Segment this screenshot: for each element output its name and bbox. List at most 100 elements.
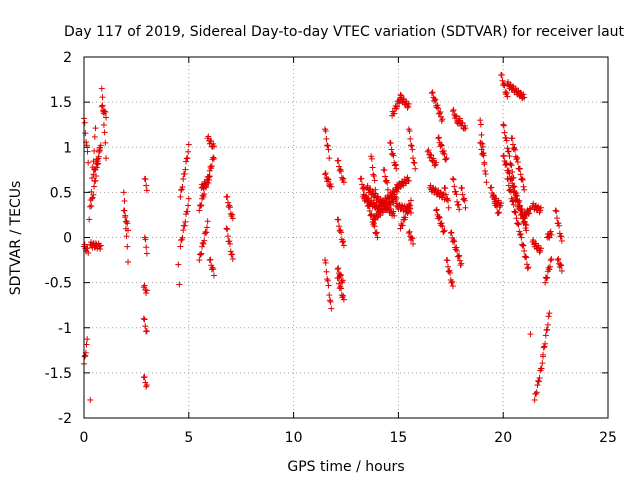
- data-point: [510, 189, 517, 196]
- data-point: [510, 146, 517, 153]
- grid: [84, 57, 608, 418]
- data-point: [505, 182, 512, 189]
- data-point: [456, 257, 463, 264]
- data-point: [142, 176, 149, 183]
- data-point: [180, 227, 187, 234]
- data-point: [521, 219, 528, 226]
- data-point: [143, 382, 150, 389]
- data-point: [141, 373, 148, 380]
- data-point: [436, 110, 443, 117]
- data-point: [451, 238, 458, 245]
- data-point: [555, 220, 562, 227]
- data-point: [449, 175, 456, 182]
- data-point: [198, 250, 205, 257]
- data-point: [85, 249, 92, 256]
- data-point: [408, 142, 415, 149]
- data-point: [514, 220, 521, 227]
- data-point: [224, 193, 231, 200]
- data-point: [517, 171, 524, 178]
- data-point: [322, 171, 329, 178]
- data-point: [324, 142, 331, 149]
- data-point: [390, 152, 397, 159]
- data-point: [432, 96, 439, 103]
- data-point: [537, 204, 544, 211]
- data-point: [516, 203, 523, 210]
- data-point: [121, 197, 128, 204]
- data-point: [184, 155, 191, 162]
- data-point: [504, 93, 511, 100]
- data-point: [210, 143, 217, 150]
- data-point: [451, 183, 458, 190]
- data-point: [521, 94, 528, 101]
- data-point: [437, 190, 444, 197]
- data-point: [510, 201, 517, 208]
- data-point: [338, 168, 345, 175]
- data-point: [438, 220, 445, 227]
- data-point: [229, 215, 236, 222]
- data-point: [506, 187, 513, 194]
- data-point: [556, 222, 563, 229]
- data-point: [340, 179, 347, 186]
- data-point: [183, 211, 190, 218]
- data-point: [227, 240, 234, 247]
- data-point: [523, 254, 530, 261]
- data-point: [459, 191, 466, 198]
- data-point: [366, 207, 373, 214]
- data-point: [384, 179, 391, 186]
- data-point: [512, 209, 519, 216]
- data-point: [391, 110, 398, 117]
- data-point: [525, 264, 532, 271]
- data-point: [143, 187, 150, 194]
- data-point: [456, 252, 463, 259]
- data-point: [445, 263, 452, 270]
- data-point: [84, 245, 91, 252]
- data-point: [377, 212, 384, 219]
- data-point: [322, 259, 329, 266]
- data-point: [373, 201, 380, 208]
- data-point: [338, 285, 345, 292]
- data-point: [527, 331, 534, 338]
- data-point: [208, 162, 215, 169]
- data-point: [227, 248, 234, 255]
- data-point: [407, 142, 414, 149]
- data-point: [121, 207, 128, 214]
- x-tick-label: 10: [285, 430, 303, 446]
- data-point: [438, 141, 445, 148]
- data-point: [124, 220, 131, 227]
- data-point: [123, 233, 130, 240]
- y-tick-label: 1: [63, 140, 72, 156]
- data-point: [509, 141, 516, 148]
- data-point: [519, 175, 526, 182]
- data-point: [88, 202, 95, 209]
- data-point: [509, 135, 516, 142]
- data-point: [496, 204, 503, 211]
- data-point: [505, 78, 512, 85]
- data-point: [179, 183, 186, 190]
- data-point: [555, 255, 562, 262]
- data-point: [405, 177, 412, 184]
- data-point: [442, 185, 449, 192]
- data-point: [520, 91, 527, 98]
- data-point: [448, 229, 455, 236]
- data-point: [205, 133, 212, 140]
- data-point: [514, 219, 521, 226]
- data-point: [544, 321, 551, 328]
- data-point: [445, 204, 452, 211]
- data-point: [340, 292, 347, 299]
- data-point: [505, 148, 512, 155]
- data-point: [394, 103, 401, 110]
- data-point: [498, 71, 505, 78]
- data-point: [495, 210, 502, 217]
- data-point: [448, 279, 455, 286]
- data-point: [443, 196, 450, 203]
- data-point: [505, 176, 512, 183]
- data-point: [496, 209, 503, 216]
- data-point: [512, 85, 519, 92]
- data-point: [455, 253, 462, 260]
- data-point: [388, 146, 395, 153]
- y-axis-label: SDTVAR / TECUs: [8, 181, 24, 296]
- data-point: [433, 206, 440, 213]
- data-point: [209, 143, 216, 150]
- data-point: [185, 141, 192, 148]
- data-point: [506, 153, 513, 160]
